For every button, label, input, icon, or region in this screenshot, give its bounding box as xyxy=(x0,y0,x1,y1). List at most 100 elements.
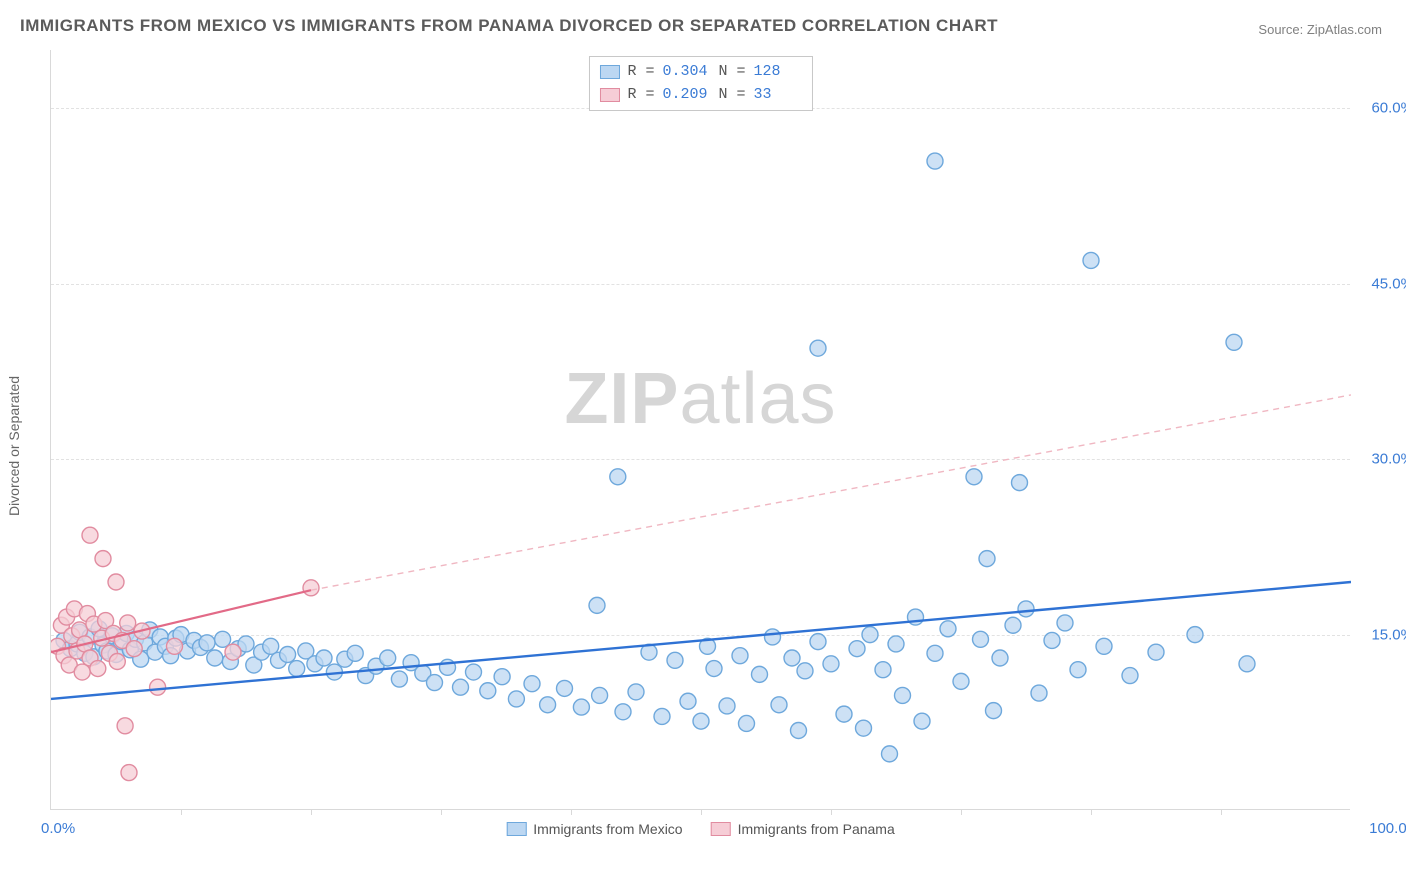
scatter-point xyxy=(1187,627,1203,643)
scatter-point xyxy=(207,650,223,666)
y-tick-label: 15.0% xyxy=(1354,626,1406,643)
scatter-point xyxy=(280,646,296,662)
scatter-point xyxy=(784,650,800,666)
scatter-point xyxy=(836,706,852,722)
scatter-point xyxy=(316,650,332,666)
scatter-point xyxy=(215,631,231,647)
stats-row-panama: R = 0.209 N = 33 xyxy=(599,84,801,107)
scatter-point xyxy=(508,691,524,707)
scatter-point xyxy=(1070,662,1086,678)
scatter-point xyxy=(979,551,995,567)
plot-area: ZIPatlas 15.0%30.0%45.0%60.0% R = 0.304 … xyxy=(50,50,1350,810)
r-label: R = xyxy=(627,84,654,107)
scatter-point xyxy=(120,615,136,631)
scatter-point xyxy=(1057,615,1073,631)
scatter-point xyxy=(667,652,683,668)
scatter-point xyxy=(453,679,469,695)
scatter-point xyxy=(494,669,510,685)
scatter-point xyxy=(810,634,826,650)
y-tick-label: 60.0% xyxy=(1354,100,1406,117)
y-tick-label: 45.0% xyxy=(1354,275,1406,292)
legend-swatch-mexico xyxy=(506,822,526,836)
scatter-point xyxy=(1096,638,1112,654)
scatter-point xyxy=(380,650,396,666)
scatter-point xyxy=(1044,632,1060,648)
n-label: N = xyxy=(719,61,746,84)
scatter-point xyxy=(109,654,125,670)
scatter-point xyxy=(1239,656,1255,672)
legend-item-panama: Immigrants from Panama xyxy=(711,821,895,837)
scatter-point xyxy=(849,641,865,657)
source-value: ZipAtlas.com xyxy=(1307,22,1382,37)
scatter-point xyxy=(74,664,90,680)
scatter-point xyxy=(117,718,133,734)
scatter-point xyxy=(752,666,768,682)
swatch-panama xyxy=(599,88,619,102)
scatter-point xyxy=(628,684,644,700)
source-attribution: Source: ZipAtlas.com xyxy=(1258,22,1382,37)
scatter-point xyxy=(771,697,787,713)
scatter-point xyxy=(524,676,540,692)
n-value-mexico: 128 xyxy=(754,61,802,84)
scatter-point xyxy=(82,527,98,543)
scatter-point xyxy=(810,340,826,356)
scatter-point xyxy=(973,631,989,647)
scatter-point xyxy=(823,656,839,672)
scatter-point xyxy=(225,644,241,660)
scatter-point xyxy=(167,638,183,654)
scatter-point xyxy=(914,713,930,729)
scatter-point xyxy=(706,661,722,677)
scatter-point xyxy=(90,661,106,677)
scatter-point xyxy=(95,551,111,567)
scatter-point xyxy=(862,627,878,643)
scatter-point xyxy=(797,663,813,679)
scatter-point xyxy=(940,621,956,637)
y-tick-label: 30.0% xyxy=(1354,451,1406,468)
scatter-point xyxy=(557,680,573,696)
n-label: N = xyxy=(719,84,746,107)
chart-title: IMMIGRANTS FROM MEXICO VS IMMIGRANTS FRO… xyxy=(20,16,998,36)
x-tick-max: 100.0% xyxy=(1369,820,1406,837)
scatter-point xyxy=(953,673,969,689)
scatter-point xyxy=(1012,475,1028,491)
scatter-point xyxy=(150,679,166,695)
scatter-point xyxy=(1005,617,1021,633)
x-tick-min: 0.0% xyxy=(41,820,75,837)
scatter-point xyxy=(391,671,407,687)
scatter-point xyxy=(875,662,891,678)
scatter-point xyxy=(654,708,670,724)
y-axis-title: Divorced or Separated xyxy=(6,376,22,516)
legend-label-panama: Immigrants from Panama xyxy=(738,821,895,837)
stats-legend: R = 0.304 N = 128 R = 0.209 N = 33 xyxy=(588,56,812,111)
scatter-point xyxy=(895,687,911,703)
legend-label-mexico: Immigrants from Mexico xyxy=(533,821,682,837)
scatter-point xyxy=(765,629,781,645)
scatter-point xyxy=(589,597,605,613)
scatter-point xyxy=(466,664,482,680)
scatter-point xyxy=(732,648,748,664)
scatter-point xyxy=(1148,644,1164,660)
scatter-point xyxy=(573,699,589,715)
r-value-mexico: 0.304 xyxy=(663,61,711,84)
scatter-point xyxy=(108,574,124,590)
scatter-point xyxy=(882,746,898,762)
scatter-point xyxy=(199,635,215,651)
scatter-point xyxy=(592,687,608,703)
scatter-point xyxy=(289,661,305,677)
trend-line-extrapolated xyxy=(311,395,1351,590)
bottom-legend: Immigrants from Mexico Immigrants from P… xyxy=(506,821,895,837)
scatter-point xyxy=(347,645,363,661)
scatter-point xyxy=(615,704,631,720)
scatter-point xyxy=(927,153,943,169)
scatter-point xyxy=(992,650,1008,666)
scatter-point xyxy=(856,720,872,736)
scatter-point xyxy=(1122,668,1138,684)
scatter-point xyxy=(739,715,755,731)
scatter-point xyxy=(927,645,943,661)
scatter-point xyxy=(693,713,709,729)
scatter-point xyxy=(680,693,696,709)
scatter-point xyxy=(126,641,142,657)
scatter-point xyxy=(791,722,807,738)
scatter-point xyxy=(303,580,319,596)
scatter-point xyxy=(1031,685,1047,701)
